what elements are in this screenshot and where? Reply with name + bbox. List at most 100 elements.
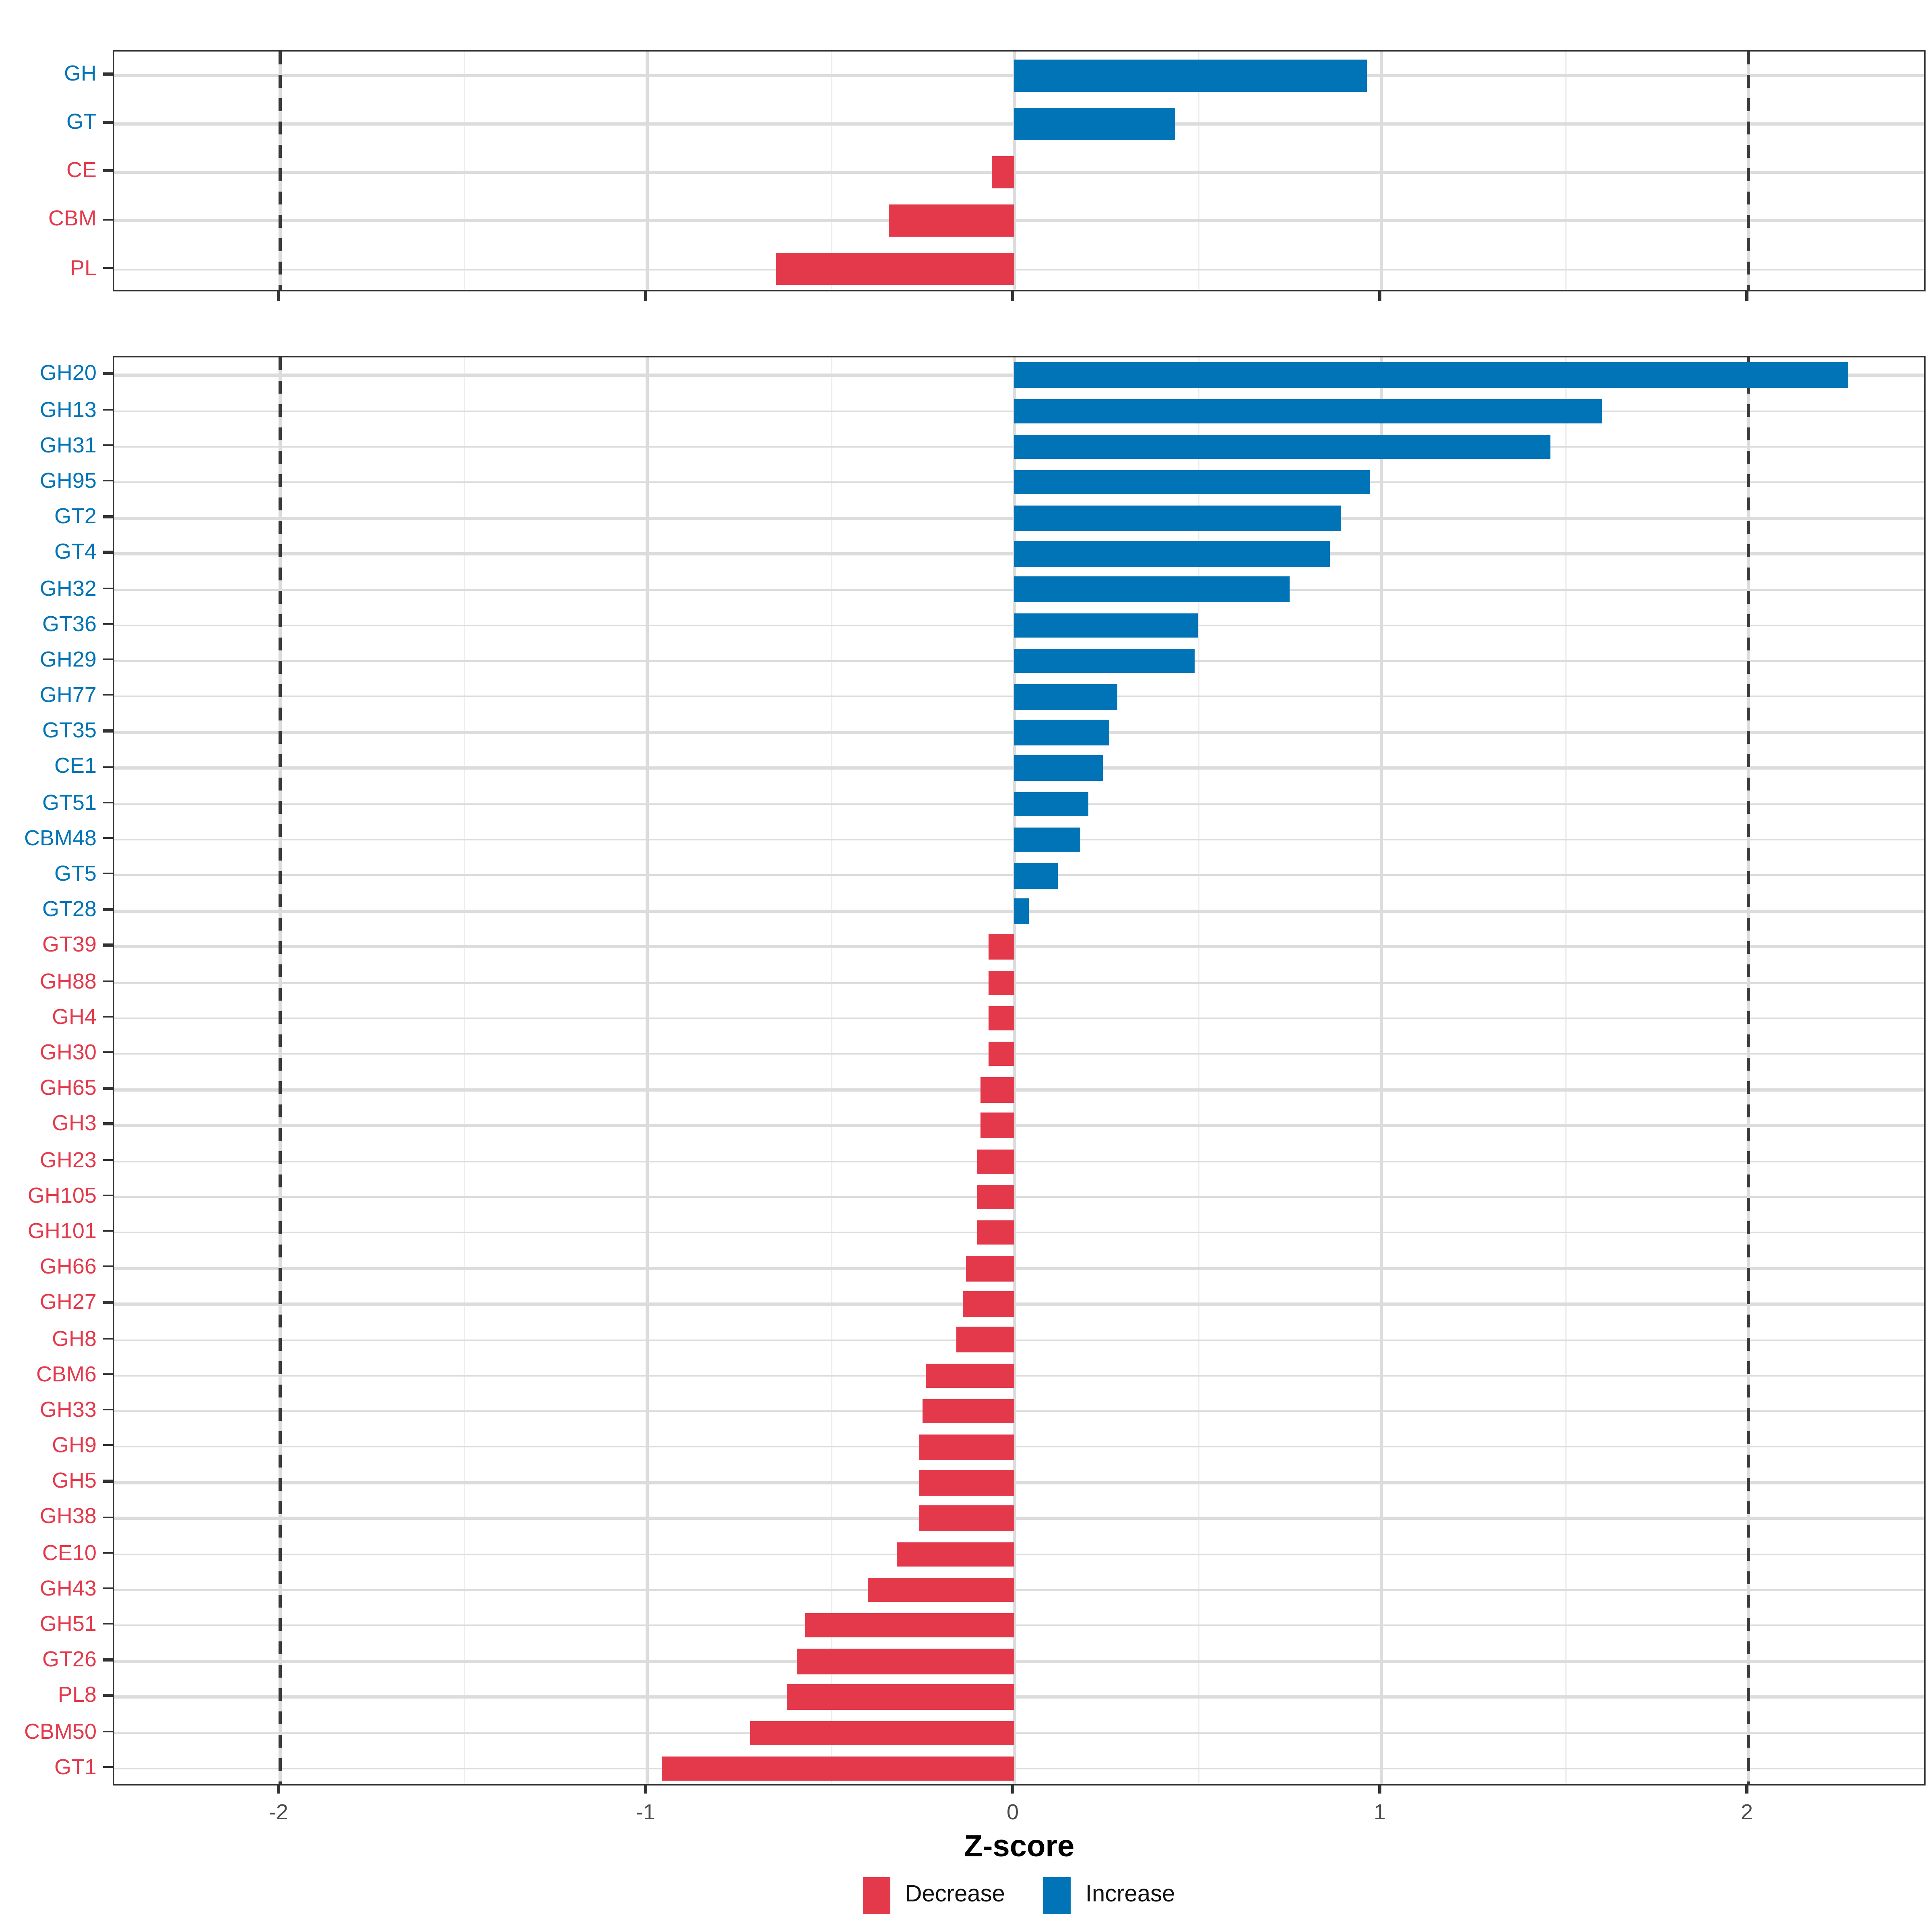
bar-GT1 — [662, 1756, 1014, 1781]
h-gridline — [114, 171, 1924, 174]
y-axis-label-GH13: GH13 — [39, 397, 97, 421]
bar-GT28 — [1014, 898, 1029, 924]
bar-CBM48 — [1014, 827, 1081, 852]
y-tick-mark — [103, 837, 113, 839]
h-gridline — [114, 1053, 1924, 1055]
bar-CE10 — [897, 1542, 1014, 1567]
bar-GH4 — [989, 1006, 1014, 1031]
h-gridline — [114, 268, 1924, 270]
bar-GH43 — [867, 1577, 1014, 1603]
y-tick-mark — [103, 730, 113, 732]
y-axis-label-GT4: GT4 — [54, 540, 97, 564]
h-gridline — [114, 1374, 1924, 1377]
bar-GT5 — [1014, 863, 1059, 888]
v-gridline-minor — [1564, 52, 1566, 290]
y-tick-mark — [103, 1659, 113, 1661]
x-tick-mark — [1746, 292, 1748, 301]
v-gridline-major — [1013, 52, 1016, 290]
bar-PL8 — [786, 1684, 1014, 1710]
h-gridline — [114, 1088, 1924, 1091]
bar-GH3 — [981, 1113, 1014, 1138]
y-axis-label-GH20: GH20 — [39, 361, 97, 386]
y-tick-mark — [103, 408, 113, 411]
h-gridline — [114, 1589, 1924, 1591]
bar-GH105 — [977, 1184, 1014, 1210]
h-gridline — [114, 1482, 1924, 1484]
bar-GH65 — [981, 1077, 1014, 1102]
y-axis-label-GT1: GT1 — [54, 1754, 97, 1779]
y-tick-mark — [103, 694, 113, 696]
h-gridline — [114, 1553, 1924, 1556]
y-axis-label-GH43: GH43 — [39, 1576, 97, 1600]
v-gridline-minor — [1197, 52, 1199, 290]
y-tick-mark — [103, 1480, 113, 1482]
h-gridline — [114, 219, 1924, 222]
h-gridline — [114, 1303, 1924, 1305]
bar-GT39 — [989, 934, 1014, 960]
y-axis-label-GH9: GH9 — [52, 1433, 97, 1457]
y-axis-label-GT28: GT28 — [42, 897, 97, 921]
h-gridline — [114, 1231, 1924, 1234]
y-axis-label-GH: GH — [64, 62, 97, 86]
bar-GH5 — [919, 1470, 1014, 1495]
h-gridline — [114, 1017, 1924, 1020]
x-tick-mark — [1011, 292, 1014, 301]
y-axis-label-GH30: GH30 — [39, 1040, 97, 1064]
x-tick-label--2: -2 — [268, 1799, 288, 1824]
y-tick-mark — [103, 944, 113, 947]
reference-line-dashed--2 — [279, 52, 281, 290]
x-tick-label-1: 1 — [1373, 1799, 1386, 1824]
bar-GH23 — [977, 1149, 1014, 1174]
y-axis-label-GH66: GH66 — [39, 1254, 97, 1279]
reference-line-dashed--2 — [279, 357, 281, 1783]
bar-GH — [1014, 59, 1367, 93]
y-axis-label-GT39: GT39 — [42, 933, 97, 957]
bar-GH95 — [1014, 470, 1371, 495]
bar-GT35 — [1014, 720, 1110, 745]
v-gridline-major — [646, 357, 648, 1783]
bar-GH20 — [1014, 363, 1848, 388]
y-tick-mark — [103, 372, 113, 375]
x-axis-title: Z-score — [964, 1830, 1075, 1864]
y-tick-mark — [103, 73, 113, 75]
h-gridline — [114, 1767, 1924, 1770]
bar-GT — [1014, 107, 1176, 141]
bar-GH9 — [919, 1435, 1014, 1460]
legend-item-increase: Increase — [1043, 1876, 1175, 1914]
h-gridline — [114, 1517, 1924, 1520]
bar-GH8 — [956, 1327, 1014, 1352]
legend: Decrease Increase — [113, 1876, 1926, 1914]
y-tick-mark — [103, 908, 113, 911]
y-axis-label-GH3: GH3 — [52, 1111, 97, 1136]
reference-line-dashed-2 — [1747, 357, 1750, 1783]
v-gridline-major — [1380, 357, 1383, 1783]
x-tick-mark — [644, 1785, 647, 1794]
y-tick-mark — [103, 801, 113, 804]
x-tick-mark — [1011, 1785, 1014, 1794]
y-axis-label-GH95: GH95 — [39, 468, 97, 493]
h-gridline — [114, 1446, 1924, 1448]
y-tick-mark — [103, 1373, 113, 1375]
h-gridline — [114, 945, 1924, 948]
y-tick-mark — [103, 1230, 113, 1232]
y-tick-mark — [103, 873, 113, 875]
y-tick-mark — [103, 658, 113, 661]
y-tick-mark — [103, 515, 113, 518]
x-tick-mark — [277, 292, 280, 301]
y-axis-label-CE: CE — [66, 158, 97, 183]
bar-GH27 — [963, 1292, 1014, 1317]
y-axis-label-GT51: GT51 — [42, 790, 97, 814]
y-axis-label-GT5: GT5 — [54, 861, 97, 886]
decrease-swatch-icon — [863, 1876, 891, 1914]
bar-GT2 — [1014, 506, 1341, 531]
y-tick-mark — [103, 623, 113, 625]
y-axis-label-GT26: GT26 — [42, 1647, 97, 1672]
y-tick-mark — [103, 1123, 113, 1125]
y-tick-mark — [103, 1265, 113, 1268]
y-tick-mark — [103, 1587, 113, 1589]
y-tick-mark — [103, 1694, 113, 1697]
v-gridline-minor — [830, 357, 832, 1783]
h-gridline — [114, 1624, 1924, 1627]
y-tick-mark — [103, 1730, 113, 1732]
y-tick-mark — [103, 266, 113, 269]
